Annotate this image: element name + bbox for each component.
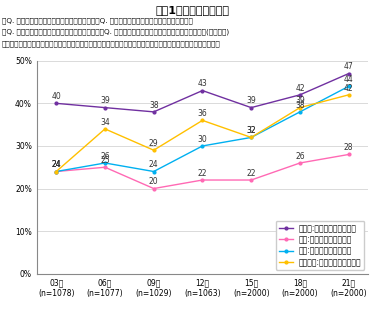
保湿:非常に気にしている — [200, 144, 205, 148]
Text: 47: 47 — [344, 62, 354, 71]
保湿:非常に気にしている — [54, 170, 58, 173]
Text: 39: 39 — [295, 96, 305, 105]
美白:非常に気にしている — [200, 178, 205, 182]
Text: 22: 22 — [247, 169, 256, 178]
美白:非常に気にしている — [298, 161, 302, 165]
Text: 40: 40 — [51, 92, 61, 101]
Text: 24: 24 — [51, 160, 61, 169]
Text: 24: 24 — [51, 160, 61, 169]
肌の老化:非常に気にしている — [54, 170, 58, 173]
Text: 28: 28 — [344, 143, 353, 152]
肌の老化:非常に気にしている — [200, 119, 205, 122]
Text: 38: 38 — [149, 101, 159, 110]
Text: 32: 32 — [247, 126, 256, 135]
Line: 保湿:非常に気にしている: 保湿:非常に気にしている — [55, 85, 350, 173]
美白:非常に気にしている — [54, 170, 58, 173]
Text: 34: 34 — [100, 118, 110, 127]
Text: 図袅1　夏の肌への関心: 図袅1 夏の肌への関心 — [155, 5, 229, 15]
Text: 29: 29 — [149, 139, 159, 148]
紫外線:非常に気にしている — [54, 101, 58, 105]
美白:非常に気にしている — [249, 178, 253, 182]
紫外線:非常に気にしている — [298, 93, 302, 97]
保湿:非常に気にしている — [298, 110, 302, 114]
Text: 「Q. あなたは紫外線を気にしていますか。」「Q. あなたは「美白」を気にしていますか。」: 「Q. あなたは紫外線を気にしていますか。」「Q. あなたは「美白」を気にしてい… — [2, 17, 193, 24]
Text: 「非常に気にしている」～「全く気にしていない」と５段階で聞いたうちの、「非常に気にしている」の回答: 「非常に気にしている」～「全く気にしていない」と５段階で聞いたうちの、「非常に気… — [2, 40, 221, 47]
Text: 30: 30 — [198, 135, 207, 144]
肌の老化:非常に気にしている — [346, 93, 351, 97]
紫外線:非常に気にしている — [249, 106, 253, 110]
肌の老化:非常に気にしている — [103, 127, 107, 131]
保湿:非常に気にしている — [249, 136, 253, 139]
Text: 42: 42 — [344, 84, 354, 93]
Legend: 紫外線:非常に気にしている, 美白:非常に気にしている, 保湿:非常に気にしている, 肌の老化:非常に気にしている: 紫外線:非常に気にしている, 美白:非常に気にしている, 保湿:非常に気にしてい… — [276, 221, 364, 270]
Text: 26: 26 — [295, 152, 305, 161]
Text: 39: 39 — [100, 96, 110, 105]
Text: 24: 24 — [149, 160, 159, 169]
紫外線:非常に気にしている — [346, 72, 351, 75]
Line: 紫外線:非常に気にしている: 紫外線:非常に気にしている — [55, 72, 350, 113]
紫外線:非常に気にしている — [200, 89, 205, 92]
保湿:非常に気にしている — [151, 170, 156, 173]
保湿:非常に気にしている — [103, 161, 107, 165]
紫外線:非常に気にしている — [151, 110, 156, 114]
Text: 26: 26 — [100, 152, 110, 161]
Text: 36: 36 — [198, 109, 207, 118]
Text: 44: 44 — [344, 75, 354, 84]
Line: 肌の老化:非常に気にしている: 肌の老化:非常に気にしている — [55, 94, 350, 173]
Text: 43: 43 — [198, 80, 207, 89]
Text: 22: 22 — [198, 169, 207, 178]
肌の老化:非常に気にしている — [151, 148, 156, 152]
美白:非常に気にしている — [151, 187, 156, 190]
肌の老化:非常に気にしている — [249, 136, 253, 139]
Text: 25: 25 — [100, 156, 110, 165]
Text: 39: 39 — [246, 96, 256, 105]
Text: 42: 42 — [295, 84, 305, 93]
肌の老化:非常に気にしている — [298, 106, 302, 110]
Text: 24: 24 — [51, 160, 61, 169]
保湿:非常に気にしている — [346, 85, 351, 88]
Text: 38: 38 — [295, 101, 305, 110]
Line: 美白:非常に気にしている: 美白:非常に気にしている — [55, 153, 350, 190]
紫外線:非常に気にしている — [103, 106, 107, 110]
Text: 32: 32 — [247, 126, 256, 135]
Text: 「Q. あなたは「保湿」を気にしていますか。」「Q. あなたは「肌の老化」を気にしていますか。」(単数回答): 「Q. あなたは「保湿」を気にしていますか。」「Q. あなたは「肌の老化」を気に… — [2, 29, 229, 35]
美白:非常に気にしている — [103, 165, 107, 169]
美白:非常に気にしている — [346, 153, 351, 156]
Text: 20: 20 — [149, 177, 159, 187]
